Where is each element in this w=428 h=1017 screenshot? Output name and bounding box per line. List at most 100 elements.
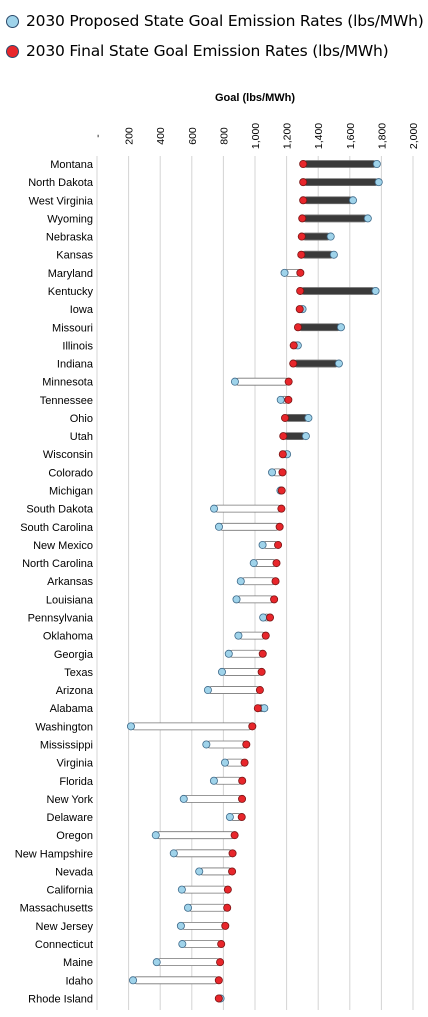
x-axis-ticks: - 200 400 600 800 1,000 1,200 1,400 1,600 1,800 2,…: [92, 123, 420, 149]
x-tick-label: 400: [155, 127, 167, 145]
final-point: [228, 849, 237, 858]
dumbbell-row: [225, 813, 246, 822]
dumbbell-row: [203, 686, 264, 695]
proposed-point: [230, 377, 239, 386]
x-tick-label: 1,000: [250, 123, 262, 149]
dumbbell-row: [299, 178, 383, 187]
state-label: South Dakota: [26, 504, 94, 516]
range-bar: [130, 722, 253, 731]
state-label: Colorado: [48, 467, 93, 479]
final-point: [299, 159, 308, 168]
range-bar: [302, 196, 354, 205]
state-label: Indiana: [57, 359, 94, 371]
range-bar: [132, 976, 220, 985]
range-bar: [297, 323, 342, 332]
state-label: Oregon: [56, 830, 93, 842]
x-tick-label: 1,600: [345, 123, 357, 149]
final-point: [284, 395, 293, 404]
final-point: [271, 577, 280, 586]
dumbbell-row: [295, 305, 307, 314]
final-point: [214, 994, 223, 1003]
dumbbell-row: [214, 994, 225, 1003]
state-label: Montana: [50, 159, 94, 171]
dumbbell-row: [214, 522, 284, 531]
proposed-point: [232, 595, 241, 604]
x-tick-label: 800: [218, 127, 230, 145]
range-bar: [301, 214, 369, 223]
proposed-point: [152, 958, 161, 967]
dumbbell-row: [293, 323, 345, 332]
x-tick-label: 600: [187, 127, 199, 145]
state-label: Illinois: [62, 340, 93, 352]
dumbbell-row: [232, 595, 279, 604]
state-label: Florida: [59, 776, 94, 788]
final-point: [214, 976, 223, 985]
legend: 2030 Proposed State Goal Emission Rates …: [6, 6, 424, 66]
dumbbell-row: [259, 613, 275, 622]
final-point: [296, 268, 305, 277]
dumbbell-row: [217, 667, 266, 676]
proposed-point: [301, 432, 310, 441]
range-bar: [234, 377, 290, 386]
range-bar: [240, 577, 276, 586]
final-point: [277, 486, 286, 495]
dumbbell-row: [297, 232, 335, 241]
state-label: Utah: [70, 431, 93, 443]
final-point: [257, 667, 266, 676]
state-label: Massachusetts: [20, 903, 94, 915]
dumbbell-row: [184, 903, 232, 912]
proposed-point: [280, 268, 289, 277]
final-point: [253, 704, 262, 713]
range-bar: [299, 287, 376, 295]
dumbbell-row: [234, 631, 270, 640]
state-label: Connecticut: [35, 939, 93, 951]
final-point: [230, 831, 239, 840]
final-point: [223, 903, 232, 912]
final-point: [293, 323, 302, 332]
state-label: Pennsylvania: [28, 613, 94, 625]
dumbbell-row: [298, 214, 372, 223]
proposed-point: [334, 359, 343, 368]
final-point: [258, 649, 267, 658]
final-point: [284, 377, 293, 386]
state-label: Nevada: [55, 866, 94, 878]
state-label: New Hampshire: [15, 848, 93, 860]
proposed-point: [129, 976, 138, 985]
final-point: [242, 740, 251, 749]
dumbbell-row: [278, 450, 292, 459]
legend-label-proposed: 2030 Proposed State Goal Emission Rates …: [26, 12, 424, 30]
x-tick-label: 1,400: [313, 123, 325, 149]
final-point: [228, 867, 237, 876]
state-label: New York: [47, 794, 94, 806]
range-bar: [187, 903, 228, 912]
range-bar: [198, 867, 233, 876]
proposed-point: [225, 813, 234, 822]
state-label: Nebraska: [46, 232, 94, 244]
range-bar: [238, 631, 267, 640]
legend-label-final: 2030 Final State Goal Emission Rates (lb…: [26, 42, 389, 60]
proposed-point: [220, 758, 229, 767]
final-point: [289, 359, 298, 368]
state-label: Arkansas: [47, 576, 93, 588]
dumbbell-row: [176, 921, 230, 930]
final-point: [266, 613, 275, 622]
range-bar: [155, 831, 236, 840]
final-point: [297, 232, 306, 241]
state-label: New Mexico: [33, 540, 93, 552]
dumbbell-row: [209, 776, 247, 785]
state-label: Michigan: [49, 486, 93, 498]
proposed-point: [236, 577, 245, 586]
proposed-point: [348, 196, 357, 205]
proposed-point: [176, 921, 185, 930]
proposed-point: [151, 831, 160, 840]
state-label: Georgia: [54, 649, 94, 661]
x-tick-label: 1,800: [376, 123, 388, 149]
state-label: Kansas: [56, 250, 93, 262]
dumbbell-row: [299, 159, 381, 168]
proposed-point: [259, 613, 268, 622]
state-label: Virginia: [57, 758, 94, 770]
dumbbell-row: [224, 649, 267, 658]
state-label: Tennessee: [40, 395, 93, 407]
range-bar: [173, 849, 233, 858]
x-tick-label: 200: [124, 127, 136, 145]
